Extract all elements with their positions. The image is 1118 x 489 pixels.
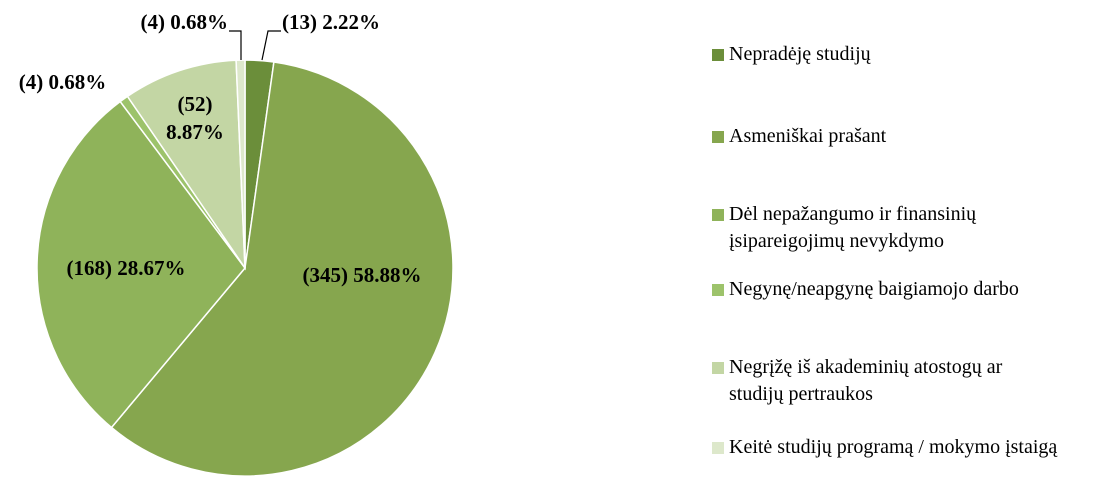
data-label: (345) 58.88% — [302, 263, 422, 287]
pie-slice — [110, 61, 454, 477]
legend-item: Keitė studijų programą / mokymo įstaigą — [712, 434, 1112, 461]
legend-label: Negynę/neapgynę baigiamojo darbo — [729, 278, 1019, 300]
pie-slice — [235, 59, 246, 269]
data-label: (4) 0.68% — [140, 10, 229, 34]
pie-slice — [126, 59, 246, 271]
legend-item: Dėl nepažangumo ir finansinių įsipareigo… — [712, 201, 1112, 255]
data-label: (168) 28.67% — [66, 256, 186, 280]
legend-swatch — [712, 209, 724, 221]
pie-slice — [36, 100, 246, 429]
data-label: (52) 8.87% — [166, 92, 224, 144]
legend-label: Dėl nepažangumo ir finansinių įsipareigo… — [729, 203, 977, 252]
legend-swatch — [712, 284, 724, 296]
legend-item: Negynę/neapgynę baigiamojo darbo — [712, 276, 1112, 303]
legend-swatch — [712, 49, 724, 61]
legend-swatch — [712, 362, 724, 374]
legend-swatch — [712, 442, 724, 454]
legend-item: Asmeniškai prašant — [712, 123, 1112, 150]
legend-label: Asmeniškai prašant — [729, 125, 887, 147]
legend-item: Negrįžę iš akademinių atostogų ar studij… — [712, 354, 1112, 408]
legend-label: Negrįžę iš akademinių atostogų ar studij… — [729, 356, 1003, 405]
legend-swatch — [712, 131, 724, 143]
data-label: (13) 2.22% — [282, 10, 380, 34]
leader-line — [261, 30, 281, 61]
legend-label: Keitė studijų programą / mokymo įstaigą — [729, 436, 1058, 458]
legend-item: Nepradėję studijų — [712, 41, 1112, 68]
legend-label: Nepradėję studijų — [729, 43, 871, 65]
leader-line — [229, 30, 242, 60]
data-label: (4) 0.68% — [18, 70, 107, 94]
